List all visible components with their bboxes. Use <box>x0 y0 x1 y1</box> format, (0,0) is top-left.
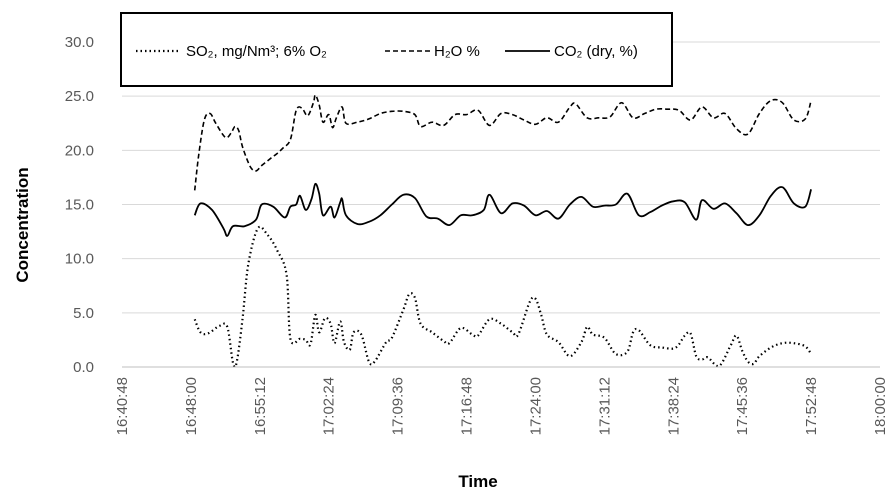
series-lines <box>193 94 813 369</box>
y-tick-label: 30.0 <box>65 34 94 51</box>
series-line-co2 <box>193 182 812 237</box>
y-tick-label: 0.0 <box>73 359 94 376</box>
series-line-h2o <box>193 94 812 191</box>
x-axis-title: Time <box>458 472 497 491</box>
y-tick-labels: 0.0 5.0 10.0 15.0 20.0 25.0 30.0 <box>65 34 94 376</box>
y-tick-label: 20.0 <box>65 142 94 159</box>
x-tick-label: 17:02:24 <box>321 377 338 435</box>
y-tick-label: 5.0 <box>73 305 94 322</box>
x-tick-labels: 16:40:48 16:48:00 16:55:12 17:02:24 17:09:36… <box>114 377 889 435</box>
x-tick-label: 17:38:24 <box>665 377 682 435</box>
x-tick-label: 18:00:00 <box>872 377 889 435</box>
x-tick-label: 17:16:48 <box>459 377 476 435</box>
legend-label-h2o: H₂O % <box>434 43 480 60</box>
y-axis-title: Concentration <box>13 167 32 282</box>
x-tick-label: 17:45:36 <box>734 377 751 435</box>
x-tick-label: 16:55:12 <box>252 377 269 435</box>
legend-box <box>120 12 673 87</box>
series-line-so2 <box>193 225 813 369</box>
x-tick-label: 17:09:36 <box>390 377 407 435</box>
y-tick-label: 15.0 <box>65 197 94 214</box>
x-tick-label: 17:31:12 <box>596 377 613 435</box>
y-tick-label: 10.0 <box>65 251 94 268</box>
y-tick-label: 25.0 <box>65 88 94 105</box>
x-tick-label: 17:24:00 <box>527 377 544 435</box>
x-tick-label: 16:40:48 <box>114 377 131 435</box>
legend-label-co2: CO₂ (dry, %) <box>554 43 638 60</box>
x-tick-label: 16:48:00 <box>183 377 200 435</box>
legend-label-so2: SO₂, mg/Nm³; 6% O₂ <box>186 43 327 60</box>
legend: SO₂, mg/Nm³; 6% O₂ H₂O % CO₂ (dry, %) <box>120 12 673 87</box>
x-tick-label: 17:52:48 <box>803 377 820 435</box>
